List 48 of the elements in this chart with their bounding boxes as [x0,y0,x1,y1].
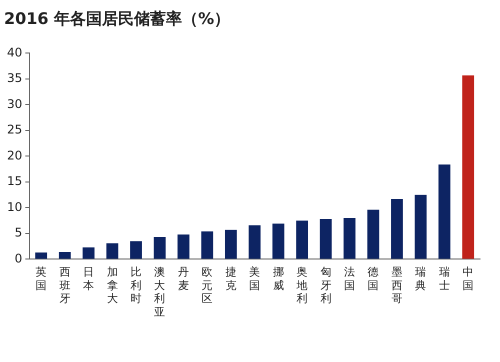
x-tick-label: 法国 [344,266,356,292]
chart-title: 2016 年各国居民储蓄率（%） [4,8,230,28]
x-tick-label: 挪威 [272,266,284,292]
bar [201,231,214,259]
bar [462,75,474,259]
x-tick-label: 英国 [36,266,47,292]
x-tick-label: 欧元区 [202,266,213,306]
bar [35,252,48,259]
bar [82,247,95,259]
x-tick-label: 加拿大 [106,266,118,306]
x-tick-label: 奥地利 [296,266,308,306]
y-tick-label: 0 [14,251,22,266]
x-tick-label: 匈牙利 [320,266,332,306]
x-tick-label: 捷克 [225,266,236,292]
x-tick-label: 瑞士 [438,266,450,292]
bar [438,164,450,259]
bar [224,230,237,259]
bar [391,198,403,259]
bar [130,241,142,259]
x-tick-label: 德国 [368,266,379,292]
bar [154,237,166,259]
y-tick-label: 10 [6,200,22,214]
y-tick-label: 25 [6,122,22,137]
bar [320,219,332,259]
x-tick-label: 日本 [83,266,94,292]
x-tick-label: 瑞典 [415,266,426,292]
x-tick-label: 比利时 [130,266,142,306]
y-tick-label: 5 [14,226,22,240]
x-tick-label: 丹麦 [178,266,189,292]
bar [248,225,261,259]
y-tick-label: 35 [6,71,22,86]
bar [178,234,190,259]
bar [296,220,308,259]
bar [106,243,118,259]
bar [58,252,71,259]
bar [272,224,284,259]
y-tick-label: 40 [6,45,22,60]
x-tick-label: 中国 [462,266,474,292]
bar [344,218,356,259]
y-tick-label: 15 [6,174,22,188]
y-tick-label: 20 [6,148,22,162]
x-tick-label: 西班牙 [59,266,70,306]
y-tick-label: 30 [6,96,22,111]
bar [414,194,427,259]
x-tick-label: 美国 [249,266,260,292]
bar [367,210,380,259]
x-tick-label: 墨西哥 [391,266,402,306]
x-tick-label: 澳大利亚 [154,266,166,318]
